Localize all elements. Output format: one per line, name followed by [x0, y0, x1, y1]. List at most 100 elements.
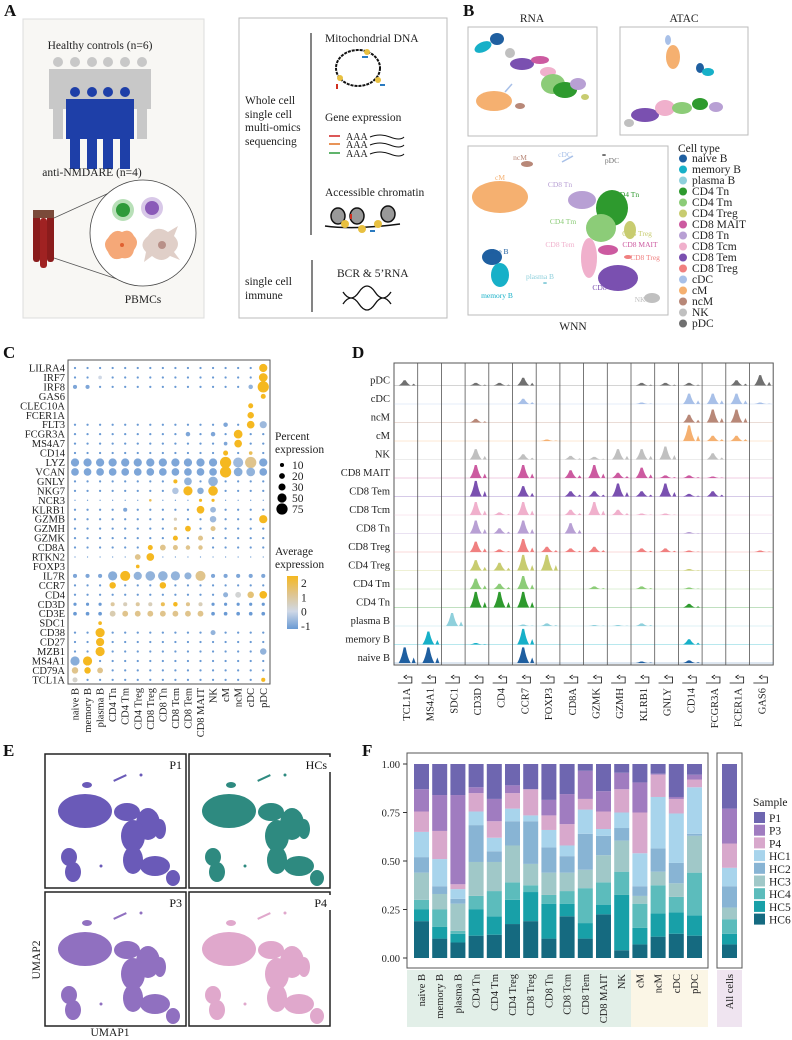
wnn-cluster-label: NK	[635, 295, 646, 304]
bar-segment-HC2	[559, 856, 575, 873]
bar-segment-HC2	[486, 851, 502, 862]
person-head	[53, 57, 63, 67]
expression-dot	[187, 556, 189, 558]
accessible-chromatin-label: Accessible chromatin	[325, 187, 425, 199]
panel-label-a: A	[4, 1, 17, 20]
coverage-peak	[706, 453, 724, 460]
expression-dot	[248, 451, 253, 455]
rna-umap	[467, 26, 598, 137]
expression-dot	[262, 451, 265, 455]
bar-segment-HC5	[523, 892, 539, 922]
expression-dot	[237, 631, 240, 634]
promoter-arrow-icon	[753, 674, 768, 684]
category-label: CD8 Tn	[544, 973, 555, 1008]
expression-dot	[98, 489, 102, 492]
bar-segment-HC2	[668, 862, 684, 884]
category-label: naive B	[417, 974, 428, 1006]
expression-dot	[224, 584, 227, 587]
promoter-arrow-icon	[516, 674, 531, 684]
track-row-label: NK	[375, 450, 391, 461]
expression-dot	[259, 363, 268, 373]
coverage-peak	[635, 586, 653, 589]
bar-segment-P3	[687, 774, 702, 780]
bar-segment-P3	[722, 808, 737, 844]
expression-dot	[111, 451, 114, 455]
bar-segment-P4	[432, 830, 448, 860]
wnn-cluster-label: CD8 MAIT	[622, 240, 658, 249]
expression-dot	[161, 527, 164, 530]
gene-label: MZB1	[37, 647, 65, 658]
category-label: CD8 Treg	[526, 973, 537, 1015]
promoter-arrow-icon	[611, 674, 626, 684]
bar-segment-P1	[668, 764, 684, 797]
expression-dot	[224, 536, 227, 540]
gene-expression-label: Gene expression	[325, 112, 402, 124]
category-label: pDC	[690, 974, 701, 994]
coverage-peak	[517, 628, 535, 645]
bar-segment-HC5	[687, 915, 702, 936]
expression-dot	[171, 468, 180, 476]
bar-segment-HC1	[541, 829, 557, 848]
expression-dot	[85, 611, 90, 616]
expression-dot	[211, 593, 215, 596]
coverage-peak	[683, 568, 701, 571]
coverage-peak	[493, 382, 511, 386]
bar-segment-HC6	[650, 936, 666, 958]
gene-label: KLRB1	[32, 505, 65, 516]
expression-dot	[247, 591, 254, 599]
expression-dot	[199, 659, 202, 663]
gene-label: GAS6	[39, 392, 65, 403]
panel-a-methods-box: Whole cell single cell multi-omics seque…	[238, 17, 448, 319]
gene-label: SDC1	[39, 619, 65, 630]
expression-dot	[237, 584, 240, 587]
expression-dot	[124, 423, 127, 426]
bar-segment-HC3	[668, 883, 684, 897]
bar-segment-P4	[614, 789, 630, 813]
gene-track-label: CD14	[686, 687, 697, 713]
bar-segment-P3	[668, 796, 684, 799]
bar-segment-HC2	[650, 848, 666, 872]
person-head	[70, 87, 80, 97]
bar-segment-HC2	[505, 821, 520, 846]
stacked-barplot: 0.00 0.25 0.50 0.75 1.00 naive B memory B plasm…	[382, 760, 791, 1023]
expression-dot	[224, 678, 227, 681]
bar-segment-HC6	[577, 938, 593, 958]
expression-dot	[120, 570, 131, 581]
bar-segment-P1	[450, 764, 466, 796]
expression-dot	[99, 556, 101, 558]
promoter-arrow-icon	[634, 674, 650, 684]
expression-dot	[112, 499, 114, 501]
cell-type-axis-label: CD4 Tm	[121, 688, 132, 725]
expression-dot	[186, 442, 190, 445]
color-legend-title: Average	[275, 546, 313, 558]
expression-dot	[86, 366, 89, 370]
expression-dot	[224, 556, 227, 558]
expression-dot	[149, 508, 152, 511]
y-tick-label: 0.50	[382, 857, 400, 868]
category-label: CD8 Tcm	[563, 974, 574, 1015]
coverage-peak	[517, 554, 535, 571]
expression-dot	[234, 439, 242, 448]
expression-dot	[224, 527, 227, 530]
expression-dot	[237, 518, 240, 521]
expression-dot	[211, 423, 215, 426]
expression-dot	[98, 442, 102, 445]
expression-dot	[111, 593, 114, 596]
atac-umap	[619, 26, 749, 136]
expression-dot	[211, 366, 215, 370]
expression-dot	[149, 669, 152, 672]
expression-dot	[219, 466, 232, 478]
expression-dot	[108, 458, 117, 467]
expression-dot	[172, 610, 179, 617]
coverage-peak	[422, 647, 440, 663]
gene-label: IL7R	[43, 571, 65, 582]
legend-label: HC2	[769, 864, 791, 876]
patients-label: anti-NMDARE (n=4)	[42, 167, 142, 179]
coverage-peak	[611, 624, 629, 626]
coverage-peak	[706, 393, 724, 404]
expression-dot	[124, 584, 127, 587]
expression-dot	[174, 678, 177, 681]
dotplot-legend: Percentexpression1020305075Averageexpres…	[275, 431, 324, 633]
expression-dot	[149, 442, 152, 445]
bar-segment-P3	[577, 770, 593, 799]
